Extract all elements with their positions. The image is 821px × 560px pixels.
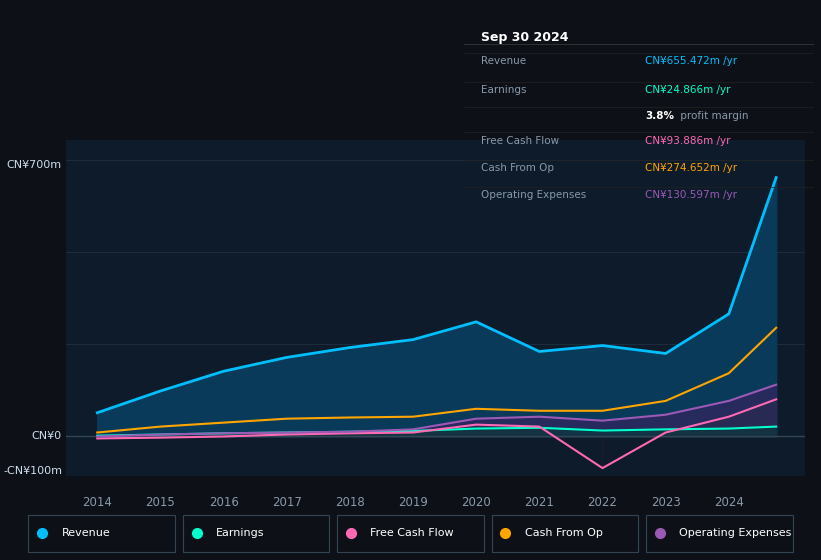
Text: 2015: 2015 <box>145 496 176 509</box>
Text: Earnings: Earnings <box>216 529 264 538</box>
Text: Revenue: Revenue <box>481 56 526 66</box>
Text: Cash From Op: Cash From Op <box>481 163 554 173</box>
Text: 2020: 2020 <box>461 496 491 509</box>
Text: Free Cash Flow: Free Cash Flow <box>370 529 454 538</box>
Text: CN¥130.597m /yr: CN¥130.597m /yr <box>645 190 737 200</box>
Text: Sep 30 2024: Sep 30 2024 <box>481 31 569 44</box>
Text: 3.8%: 3.8% <box>645 110 674 120</box>
Text: CN¥274.652m /yr: CN¥274.652m /yr <box>645 163 737 173</box>
Text: profit margin: profit margin <box>677 110 748 120</box>
Text: CN¥0: CN¥0 <box>32 431 62 441</box>
Text: 2023: 2023 <box>651 496 681 509</box>
Text: Operating Expenses: Operating Expenses <box>679 529 791 538</box>
Text: CN¥655.472m /yr: CN¥655.472m /yr <box>645 56 737 66</box>
Text: CN¥700m: CN¥700m <box>7 160 62 170</box>
Text: 2014: 2014 <box>82 496 112 509</box>
Text: 2017: 2017 <box>272 496 301 509</box>
Text: 2018: 2018 <box>335 496 365 509</box>
Text: Free Cash Flow: Free Cash Flow <box>481 136 559 146</box>
Text: Earnings: Earnings <box>481 85 527 95</box>
Text: CN¥24.866m /yr: CN¥24.866m /yr <box>645 85 731 95</box>
Text: 2021: 2021 <box>525 496 554 509</box>
Text: 2019: 2019 <box>398 496 428 509</box>
Text: Cash From Op: Cash From Op <box>525 529 603 538</box>
Text: 2016: 2016 <box>209 496 239 509</box>
Text: 2022: 2022 <box>588 496 617 509</box>
Text: 2024: 2024 <box>713 496 744 509</box>
Text: Operating Expenses: Operating Expenses <box>481 190 586 200</box>
Text: CN¥93.886m /yr: CN¥93.886m /yr <box>645 136 731 146</box>
Text: -CN¥100m: -CN¥100m <box>3 466 62 476</box>
Text: Revenue: Revenue <box>62 529 110 538</box>
